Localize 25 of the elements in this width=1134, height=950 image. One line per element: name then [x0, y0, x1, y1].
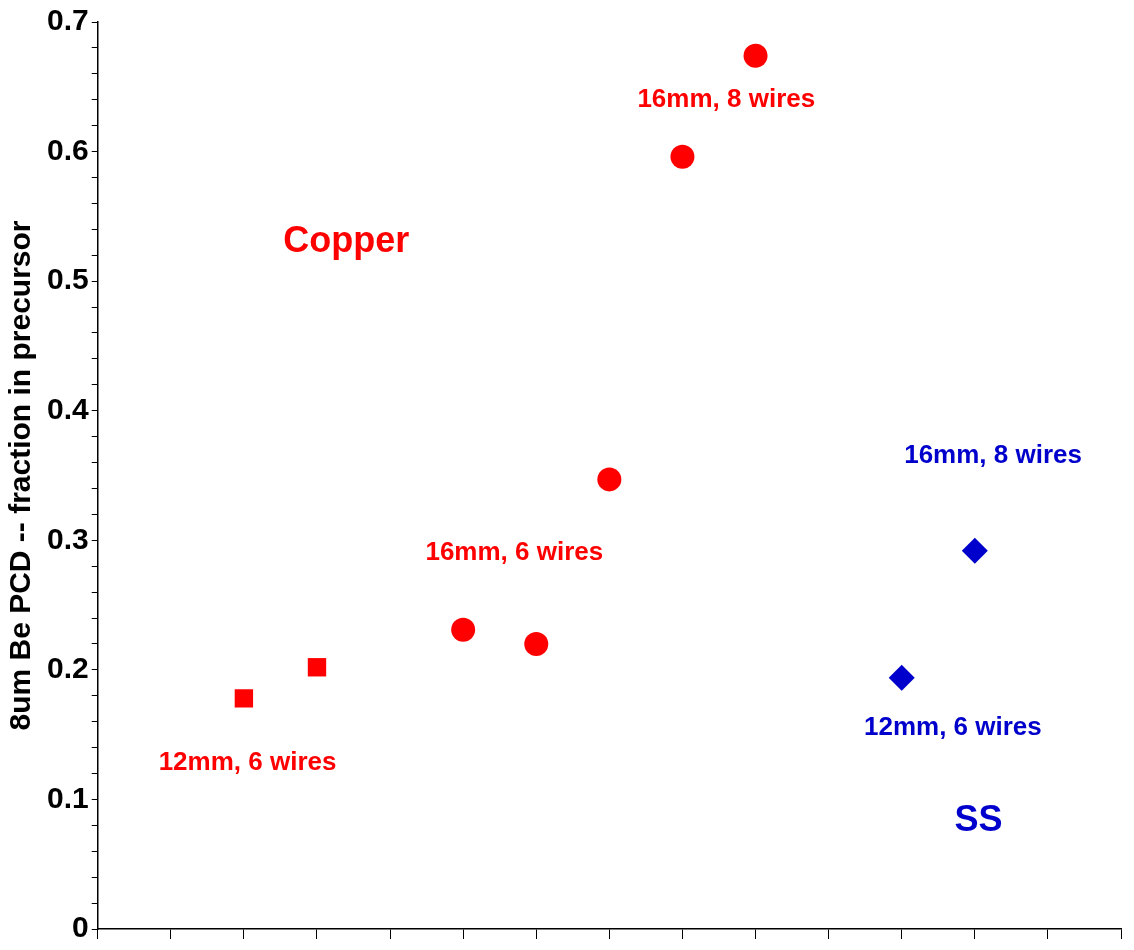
y-tick-label: 0.3: [46, 521, 89, 555]
y-tick-label: 0.5: [46, 262, 89, 296]
annotation: 12mm, 6 wires: [158, 746, 337, 777]
annotation: 16mm, 8 wires: [637, 82, 816, 113]
annotation: 16mm, 8 wires: [904, 439, 1082, 470]
y-axis-title: 8um Be PCD -- fraction in precursor: [3, 220, 37, 731]
point: [670, 144, 695, 169]
point: [234, 689, 254, 708]
point: [451, 617, 476, 642]
point: [597, 467, 622, 492]
annotation: SS: [954, 798, 1003, 840]
point: [307, 658, 327, 677]
y-tick-label: 0.4: [46, 391, 89, 425]
annotation: 16mm, 6 wires: [425, 536, 604, 567]
y-tick-label: 0.7: [46, 3, 89, 37]
point: [524, 631, 549, 656]
y-tick-label: 0.2: [46, 651, 89, 685]
point: [888, 664, 915, 691]
y-tick-label: 0.1: [46, 780, 89, 814]
annotation: Copper: [283, 219, 410, 261]
y-tick-label: 0: [72, 910, 89, 944]
point: [961, 537, 988, 564]
annotation: 12mm, 6 wires: [864, 711, 1042, 742]
y-tick-label: 0.6: [46, 132, 89, 166]
point: [743, 43, 768, 68]
